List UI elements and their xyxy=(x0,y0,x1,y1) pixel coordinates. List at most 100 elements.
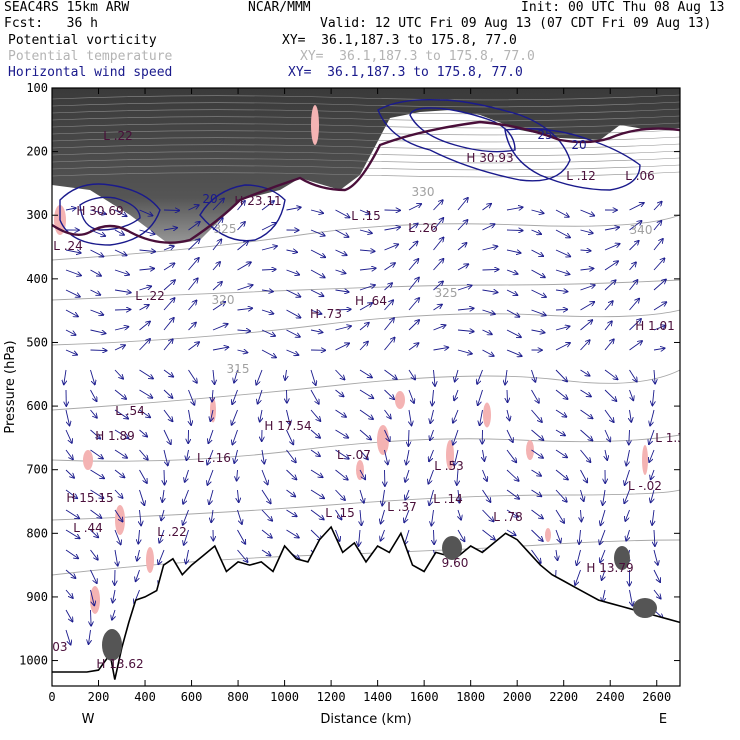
wind-vector xyxy=(261,246,277,251)
wind-vector xyxy=(531,289,546,297)
surface-pv-shading xyxy=(614,546,630,570)
wind-vector xyxy=(237,529,246,544)
wind-vector xyxy=(605,449,607,460)
wind-vector xyxy=(457,198,468,211)
wind-vector xyxy=(482,349,494,356)
wind-vector xyxy=(433,281,444,291)
y-tick-label: 400 xyxy=(26,272,48,286)
wind-vector xyxy=(653,280,666,291)
pv-contour-label: H 1.89 xyxy=(95,429,135,443)
wind-vector xyxy=(335,249,347,255)
isentrope-label: 320 xyxy=(212,293,235,307)
wind-vector xyxy=(286,469,297,479)
stratosphere-isentrope xyxy=(52,115,680,122)
wind-vector xyxy=(112,609,115,620)
x-tick-label: 1200 xyxy=(317,690,346,704)
wind-vector xyxy=(335,343,350,351)
wind-vector xyxy=(506,269,518,274)
wind-vector xyxy=(604,429,610,442)
wind-vector xyxy=(457,286,472,291)
isentrope-line xyxy=(52,309,680,346)
wind-vector xyxy=(382,489,384,506)
tropopause-pv-contour xyxy=(52,120,680,244)
wind-vector xyxy=(482,204,492,211)
negative-pv-patch xyxy=(483,402,491,428)
wind-vector xyxy=(335,270,346,273)
wind-vector xyxy=(114,509,123,522)
wind-vector xyxy=(261,290,273,292)
wind-vector xyxy=(600,529,606,544)
wind-vector xyxy=(531,249,544,256)
wind-vector xyxy=(629,299,640,311)
wind-vector xyxy=(408,298,419,311)
wind-vector xyxy=(163,318,174,331)
pv-contour-label: L -.07 xyxy=(337,448,371,462)
wind-vector xyxy=(531,369,536,382)
pv-contour-label: H 17.54 xyxy=(264,419,311,433)
wind-vector xyxy=(602,589,605,602)
wind-vector xyxy=(531,309,546,315)
negative-pv-patch xyxy=(642,445,648,475)
wind-vector xyxy=(237,285,253,291)
wind-vector xyxy=(140,509,142,525)
pv-contour-label: H .64 xyxy=(355,294,387,308)
isentrope-line xyxy=(52,434,680,462)
wind-vector xyxy=(114,327,128,331)
wind-vector xyxy=(433,259,444,271)
wind-vector xyxy=(90,589,95,605)
wind-vector xyxy=(482,489,491,502)
wind-vector xyxy=(482,269,499,270)
wind-vector xyxy=(310,330,323,332)
wind-vector xyxy=(531,489,542,496)
wind-vector xyxy=(114,209,127,216)
wind-vector xyxy=(212,324,228,331)
wind-vector xyxy=(163,280,175,291)
wind-vector xyxy=(384,389,395,399)
wind-vector xyxy=(212,218,223,231)
wind-vector xyxy=(653,302,666,311)
y-tick-label: 700 xyxy=(26,463,48,477)
wind-vector xyxy=(335,229,349,237)
wind-vector xyxy=(232,429,238,445)
wind-vector xyxy=(359,250,375,251)
wind-vector xyxy=(531,509,543,519)
pv-contour-label: L .22 xyxy=(103,129,133,143)
wind-vector xyxy=(136,569,140,581)
isentrope-line xyxy=(52,369,680,411)
wind-vector xyxy=(531,229,542,234)
wind-vector xyxy=(335,389,344,396)
pv-contour-label: L -.16 xyxy=(197,451,231,465)
wind-vector xyxy=(163,263,175,271)
wind-vector xyxy=(630,409,632,422)
wind-vector xyxy=(114,229,124,235)
wind-vector xyxy=(429,449,434,461)
wind-vector xyxy=(261,529,272,538)
pv-contour-label: .03 xyxy=(48,640,67,654)
wind-vector xyxy=(630,589,633,606)
wind-vector xyxy=(114,345,125,351)
wind-vector xyxy=(139,369,154,379)
wind-vector xyxy=(234,449,237,463)
wind-vector xyxy=(310,509,324,520)
y-tick-label: 600 xyxy=(26,399,48,413)
wind-vector xyxy=(188,301,197,311)
wind-vector xyxy=(506,469,519,481)
wind-vector xyxy=(286,329,300,337)
wind-vector xyxy=(139,250,156,252)
wind-vector xyxy=(434,369,436,386)
wind-vector xyxy=(482,290,498,292)
wind-vector xyxy=(359,409,373,419)
wind-vector xyxy=(237,509,242,524)
wind-speed-contour xyxy=(59,183,161,246)
pv-contour-label: L .15 xyxy=(351,209,381,223)
wind-vector xyxy=(555,369,567,382)
wind-vector xyxy=(653,202,662,211)
isentrope-label: 325 xyxy=(214,222,237,236)
wind-vector xyxy=(580,320,593,331)
wind-vector xyxy=(139,409,151,417)
wind-vector xyxy=(261,509,272,521)
pv-contour-label: L .15 xyxy=(325,506,355,520)
wind-vector xyxy=(213,369,215,384)
stratosphere-isentrope xyxy=(52,150,680,157)
wind-vector xyxy=(286,289,301,297)
